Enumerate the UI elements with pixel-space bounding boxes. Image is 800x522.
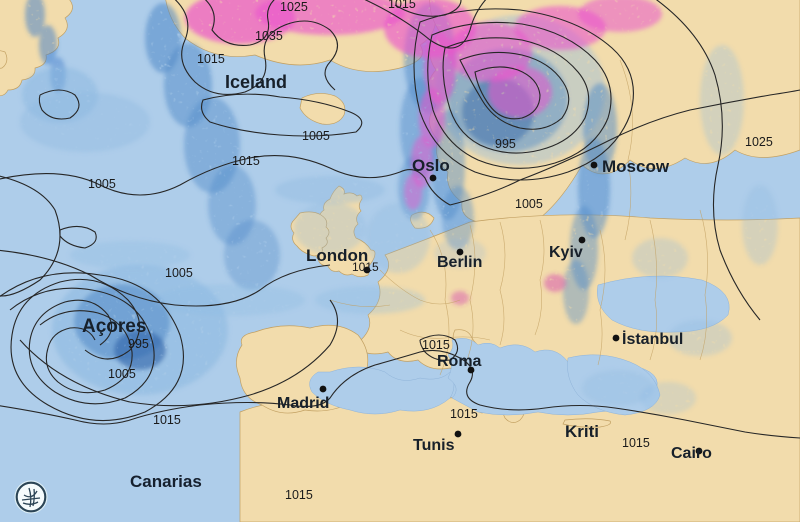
svg-text:1015: 1015	[285, 488, 313, 502]
svg-text:1025: 1025	[280, 0, 308, 14]
svg-text:Moscow: Moscow	[602, 157, 670, 176]
svg-text:1005: 1005	[88, 177, 116, 191]
svg-text:1015: 1015	[197, 52, 225, 66]
svg-text:Tunis: Tunis	[413, 437, 455, 454]
svg-text:1015: 1015	[422, 338, 450, 352]
svg-text:995: 995	[128, 337, 149, 351]
svg-text:Oslo: Oslo	[412, 156, 450, 175]
svg-text:İstanbul: İstanbul	[622, 330, 683, 348]
svg-text:Berlin: Berlin	[437, 254, 482, 271]
svg-text:1005: 1005	[302, 129, 330, 143]
svg-text:1015: 1015	[232, 154, 260, 168]
svg-text:Cairo: Cairo	[671, 445, 712, 462]
svg-text:1025: 1025	[745, 135, 773, 149]
svg-text:Roma: Roma	[437, 353, 482, 370]
svg-text:1035: 1035	[255, 29, 283, 43]
svg-text:1015: 1015	[622, 436, 650, 450]
svg-text:995: 995	[495, 137, 516, 151]
svg-text:Açores: Açores	[82, 316, 146, 337]
svg-text:1005: 1005	[108, 367, 136, 381]
svg-text:Madrid: Madrid	[277, 395, 329, 412]
svg-text:1005: 1005	[515, 197, 543, 211]
svg-text:1015: 1015	[450, 407, 478, 421]
svg-text:1015: 1015	[352, 260, 379, 274]
svg-text:Kyiv: Kyiv	[549, 244, 583, 261]
svg-text:Canarias: Canarias	[130, 472, 202, 491]
svg-text:1015: 1015	[153, 413, 181, 427]
svg-text:Iceland: Iceland	[225, 72, 287, 92]
svg-text:1015: 1015	[388, 0, 416, 11]
svg-text:1005: 1005	[165, 266, 193, 280]
svg-text:Kriti: Kriti	[565, 422, 599, 441]
